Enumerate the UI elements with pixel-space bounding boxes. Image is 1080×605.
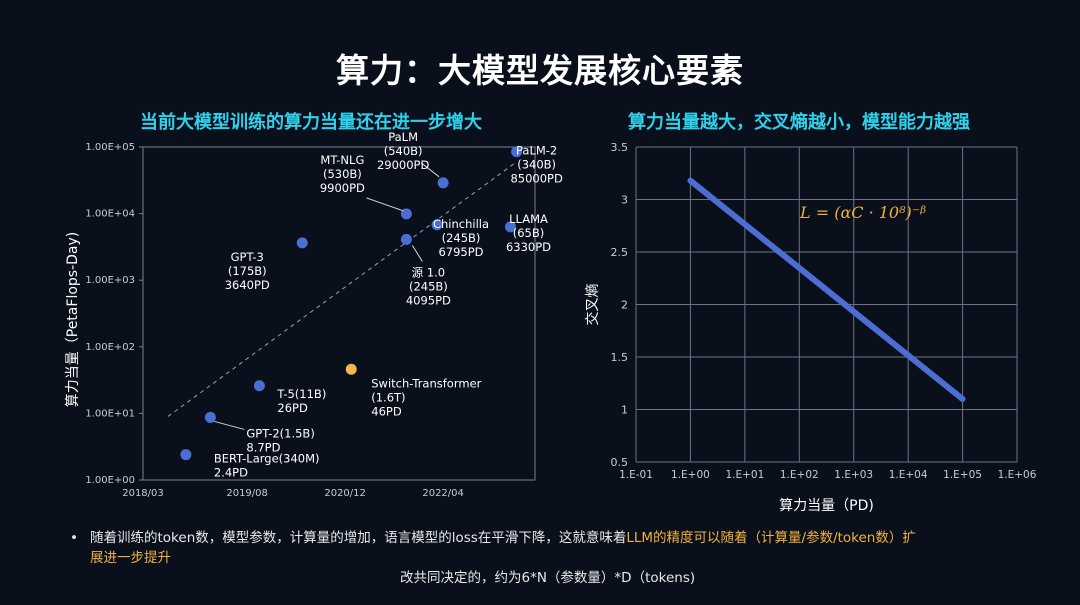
x-tick-label: 2018/03	[122, 488, 164, 499]
x-tick-label: 1.E+06	[998, 469, 1037, 481]
y-tick-label: 2.5	[611, 246, 629, 259]
y-tick-label: 3.5	[611, 141, 629, 154]
point-label: 26PD	[277, 401, 308, 415]
note-line-2: 展进一步提升	[90, 550, 171, 566]
note-line-1-text: 随着训练的token数，模型参数，计算量的增加，语言模型的loss在平滑下降，这…	[90, 530, 627, 546]
point-label: (530B)	[323, 167, 362, 181]
point-label: 29000PD	[377, 158, 430, 172]
y-tick-label: 1.00E+01	[85, 408, 135, 419]
x-tick-label: 1.E-01	[619, 469, 653, 481]
point-label: 6795PD	[438, 245, 483, 259]
point-label: 6330PD	[506, 240, 551, 254]
note-line-3: 改共同决定的，约为6*N（参数量）*D（tokens)	[400, 570, 696, 586]
left-chart-title: 当前大模型训练的算力当量还在进一步增大	[140, 112, 482, 133]
point-label: (245B)	[442, 231, 481, 245]
point-label: BERT-Large(340M)	[214, 452, 320, 466]
point-leader-line	[366, 197, 404, 212]
point-label: (175B)	[228, 264, 267, 278]
point-label: 4095PD	[406, 293, 451, 307]
x-tick-label: 1.E+01	[725, 469, 764, 481]
note-line-1: 随着训练的token数，模型参数，计算量的增加，语言模型的loss在平滑下降，这…	[70, 528, 1060, 548]
data-point	[511, 146, 523, 158]
scaling-law-formula: L = (αC · 10⁸)⁻ᵝ	[799, 203, 926, 222]
x-tick-label: 2019/08	[226, 488, 268, 499]
right-chart-title: 算力当量越大，交叉熵越小，模型能力越强	[628, 112, 970, 133]
y-tick-label: 1.00E+03	[85, 275, 135, 286]
y-tick-label: 1.00E+02	[85, 342, 135, 353]
point-label: PaLM	[388, 130, 418, 144]
x-tick-label: 1.E+02	[780, 469, 819, 481]
x-tick-label: 1.E+00	[671, 469, 710, 481]
y-tick-label: 1	[621, 404, 628, 417]
data-point	[180, 449, 192, 461]
point-leader-line	[420, 162, 440, 178]
y-axis-label: 算力当量（PetaFlops-Day)	[65, 232, 81, 407]
point-label: 源 1.0	[412, 265, 445, 279]
y-tick-label: 1.00E+05	[85, 142, 135, 153]
point-label: GPT-2(1.5B)	[246, 426, 314, 440]
data-point	[253, 380, 265, 392]
data-point	[431, 219, 443, 231]
y-tick-label: 2	[621, 299, 628, 312]
y-tick-label: 3	[621, 194, 628, 207]
point-label: MT-NLG	[320, 153, 364, 167]
loss-series-line	[687, 177, 966, 402]
point-leader-line	[214, 420, 245, 430]
x-tick-label: 1.E+05	[943, 469, 982, 481]
point-label: 85000PD	[510, 172, 563, 186]
y-tick-label: 1.00E+00	[85, 475, 135, 486]
plot-frame	[142, 146, 536, 481]
data-point	[400, 208, 412, 220]
data-point	[400, 233, 412, 245]
point-label: (1.6T)	[371, 390, 405, 404]
point-leader-line	[411, 245, 423, 262]
data-point	[204, 411, 216, 423]
point-label: 3640PD	[225, 278, 270, 292]
point-label: Chinchilla	[433, 217, 489, 231]
point-label: 2.4PD	[214, 466, 248, 480]
point-label: 8.7PD	[246, 440, 280, 454]
data-point	[345, 363, 357, 375]
notes-section: • 随着训练的token数，模型参数，计算量的增加，语言模型的loss在平滑下降…	[70, 528, 1060, 588]
point-label: LLAMA	[509, 212, 548, 226]
point-label: PaLM-2	[516, 144, 557, 158]
x-tick-label: 1.E+04	[889, 469, 928, 481]
point-label: T-5(11B)	[276, 387, 326, 401]
point-label: Switch-Transformer	[371, 376, 481, 390]
point-label: (540B)	[384, 144, 423, 158]
note-line-1-highlight: LLM的精度可以随着（计算量/参数/token数）扩	[626, 530, 916, 546]
y-tick-label: 0.5	[611, 456, 629, 469]
data-point	[296, 237, 308, 249]
x-tick-label: 1.E+03	[834, 469, 873, 481]
x-tick-label: 2022/04	[422, 488, 464, 499]
x-axis-label: 算力当量（PD)	[779, 498, 874, 514]
point-label: (65B)	[513, 226, 545, 240]
x-tick-label: 2020/12	[324, 488, 366, 499]
point-label: (340B)	[517, 158, 556, 172]
y-tick-label: 1.5	[611, 351, 629, 364]
point-label: GPT-3	[231, 250, 264, 264]
y-tick-label: 1.00E+04	[85, 209, 135, 220]
bullet-dot: •	[70, 530, 78, 546]
page-title: 算力：大模型发展核心要素	[336, 51, 744, 90]
data-point	[437, 177, 449, 189]
point-label: 9900PD	[320, 181, 365, 195]
point-label: 46PD	[371, 404, 402, 418]
point-label: (245B)	[409, 279, 448, 293]
data-point	[505, 221, 516, 233]
y-axis-label: 交叉熵	[584, 284, 601, 326]
